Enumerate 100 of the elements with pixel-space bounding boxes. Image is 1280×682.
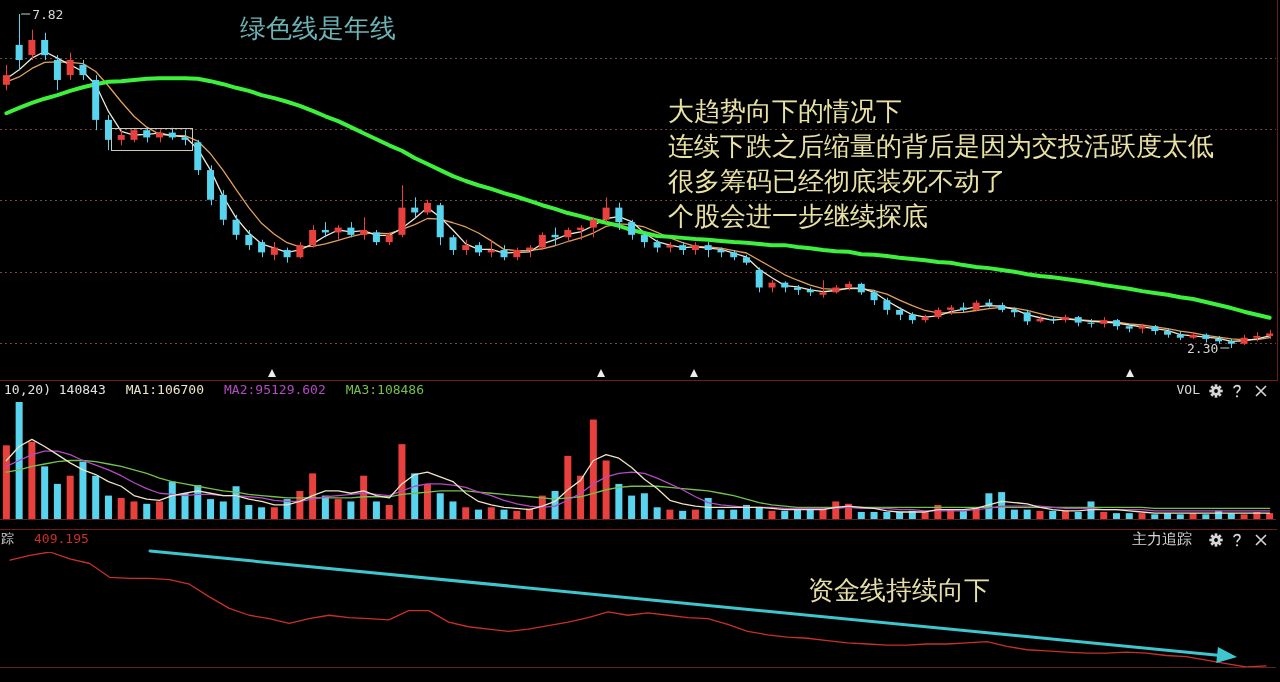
bar: [730, 509, 738, 519]
annotation: 资金线持续向下: [808, 574, 990, 605]
bar: [564, 455, 572, 519]
bar: [857, 511, 865, 519]
candlestick: [819, 279, 827, 299]
annotation: 绿色线是年线: [240, 12, 396, 43]
bar: [181, 493, 189, 519]
candlestick: [1074, 315, 1082, 327]
bar: [449, 501, 457, 519]
bar: [436, 493, 444, 519]
bar: [628, 495, 636, 519]
bar: [1049, 510, 1057, 519]
bar: [513, 510, 521, 519]
bar: [232, 486, 240, 519]
text: MA3:108486: [345, 382, 425, 398]
bar: [1112, 513, 1121, 519]
bar: [896, 511, 904, 519]
bar: [1074, 511, 1082, 519]
bar: [104, 495, 112, 519]
bar: [487, 507, 495, 519]
bar: [462, 507, 470, 519]
bar: [270, 507, 278, 519]
annotation: 大趋势向下的情况下: [668, 95, 902, 126]
bar: [155, 501, 164, 519]
bar: [398, 444, 406, 519]
bar: [385, 504, 393, 519]
annotation: 7.82: [32, 7, 64, 23]
bar: [41, 466, 49, 519]
bar: [219, 501, 227, 519]
bar: [1061, 510, 1069, 519]
bar: [168, 481, 176, 519]
bar: [781, 510, 789, 519]
bar: [717, 509, 725, 519]
text: VOL: [1176, 382, 1201, 398]
candlestick: [1100, 316, 1108, 328]
bar: [207, 499, 215, 519]
bar: [15, 402, 23, 519]
bar: [615, 483, 623, 519]
candlestick: [1138, 323, 1146, 334]
bar: [423, 483, 431, 519]
annotation: 2.30: [1187, 341, 1219, 357]
bar: [653, 507, 661, 519]
candlestick: [181, 129, 189, 146]
bar: [691, 509, 699, 519]
bar: [130, 501, 138, 519]
annotation: 连续下跌之后缩量的背后是因为交投活跃度太低: [668, 130, 1214, 161]
bar: [1100, 511, 1108, 519]
bar: [666, 509, 674, 519]
bar: [411, 473, 419, 519]
bar: [806, 509, 814, 519]
candlestick: [742, 254, 750, 266]
bar: [870, 511, 878, 519]
candlestick: [666, 241, 674, 253]
bar: [679, 510, 687, 519]
bar: [1240, 514, 1248, 519]
bar: [793, 509, 802, 519]
bar: [640, 493, 648, 519]
bar: [768, 510, 776, 519]
bar: [117, 497, 125, 519]
bar: [360, 475, 368, 519]
series-label: 409.195: [34, 531, 89, 547]
bar: [143, 503, 151, 519]
bar: [1036, 510, 1044, 519]
bar: [602, 460, 610, 519]
text: 10,20) 140843: [4, 382, 106, 398]
bar: [1138, 513, 1146, 519]
bar: [1266, 513, 1274, 519]
bar: [334, 499, 342, 519]
bar: [1023, 509, 1031, 519]
bar: [28, 441, 36, 519]
bar: [245, 504, 253, 519]
text: 主力追踪: [1132, 529, 1192, 548]
bar: [66, 475, 74, 519]
bar: [258, 507, 266, 519]
candlestick: [1125, 323, 1133, 333]
bar: [2, 445, 10, 519]
bar: [372, 501, 380, 519]
candlestick: [1227, 338, 1235, 349]
bar: [1010, 509, 1018, 519]
candlestick: [653, 239, 661, 253]
candlestick: [947, 304, 955, 316]
bar: [755, 507, 763, 519]
candlestick: [793, 284, 802, 296]
annotation: 个股会进一步继续探底: [668, 200, 928, 231]
bar: [921, 511, 929, 519]
candlestick: [1253, 331, 1261, 342]
bar: [53, 483, 61, 519]
candlestick: [1164, 328, 1172, 339]
bar: [1202, 514, 1210, 519]
bar: [309, 473, 317, 519]
annotation: 很多筹码已经彻底装死不动了: [668, 165, 1006, 196]
bar: [500, 509, 508, 519]
text: MA1:106700: [125, 382, 205, 398]
bar: [347, 501, 355, 519]
bar: [79, 461, 87, 519]
bar: [1125, 513, 1133, 519]
bar: [742, 504, 750, 519]
bar: [92, 475, 100, 519]
bar: [883, 511, 891, 519]
bar: [589, 419, 597, 519]
